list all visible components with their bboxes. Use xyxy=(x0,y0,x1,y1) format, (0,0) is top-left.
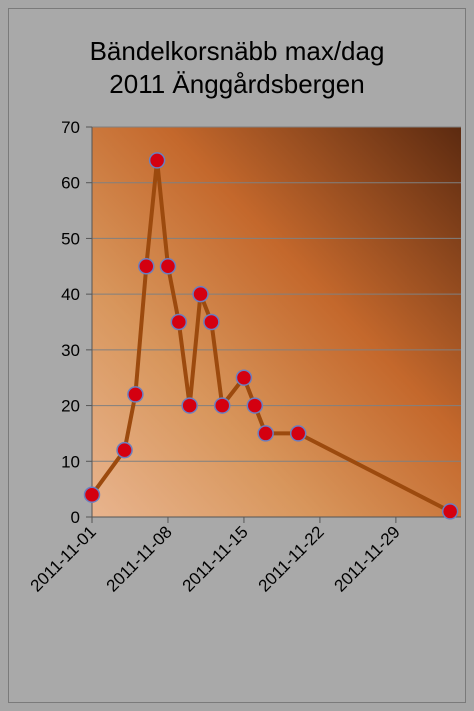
y-tick-label: 30 xyxy=(61,341,80,360)
data-point xyxy=(289,425,307,442)
data-point xyxy=(170,313,188,331)
y-tick-label: 0 xyxy=(71,508,80,527)
y-tick-label: 10 xyxy=(61,452,80,471)
chart-title-line-2: 2011 Änggårdsbergen xyxy=(109,69,364,99)
chart-title-line-1: Bändelkorsnäbb max/dag xyxy=(90,36,385,66)
x-tick-label: 2011-11-01 xyxy=(27,522,100,595)
x-tick-label: 2011-11-08 xyxy=(103,522,176,595)
data-point xyxy=(159,258,177,275)
data-point xyxy=(235,369,253,386)
x-tick-label: 2011-11-15 xyxy=(179,522,252,595)
data-point xyxy=(83,486,101,503)
data-point xyxy=(441,503,459,520)
x-tick-label: 2011-11-29 xyxy=(331,522,404,595)
data-point xyxy=(257,425,274,442)
data-point xyxy=(148,152,166,169)
series-line xyxy=(90,158,453,514)
y-tick-label: 50 xyxy=(61,229,80,248)
data-point xyxy=(138,258,155,275)
data-point xyxy=(116,441,133,459)
y-tick-label: 60 xyxy=(61,174,80,193)
data-point xyxy=(181,397,198,414)
data-point xyxy=(203,313,220,331)
data-point xyxy=(192,285,209,303)
chart-svg: Bändelkorsnäbb max/dag 2011 Änggårdsberg… xyxy=(27,36,461,596)
y-tick-label: 70 xyxy=(61,118,80,137)
data-point xyxy=(213,397,231,414)
y-tick-label: 20 xyxy=(61,397,80,416)
data-point xyxy=(246,397,264,414)
chart-container: Bändelkorsnäbb max/dag 2011 Änggårdsberg… xyxy=(8,8,466,703)
data-point xyxy=(127,386,144,403)
y-tick-label: 40 xyxy=(61,285,80,304)
x-tick-label: 2011-11-22 xyxy=(255,522,328,595)
plot-area xyxy=(92,127,461,517)
